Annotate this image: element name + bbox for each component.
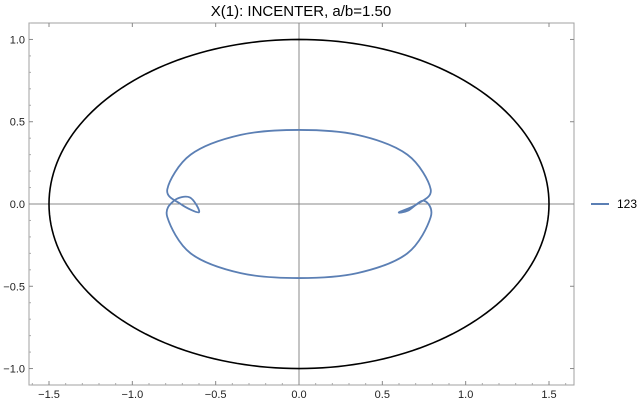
axes <box>29 23 574 385</box>
x-tick-label: 1.5 <box>541 389 556 401</box>
legend-label: 123 <box>617 197 637 211</box>
ticks: −1.5 −1.0 −0.5 0.0 0.5 1.0 1.5 −1.0 −0.5 0.0 0.5 1.… <box>3 22 574 401</box>
y-tick-label: −0.5 <box>3 281 25 293</box>
series-123-curve <box>165 129 433 279</box>
x-tick-label: 0.5 <box>375 389 390 401</box>
y-tick-label: 0.0 <box>10 199 25 211</box>
legend: 123 <box>591 197 637 211</box>
y-tick-label: 0.5 <box>10 117 25 129</box>
x-tick-label: −1.0 <box>121 389 143 401</box>
x-tick-label: −1.5 <box>38 389 60 401</box>
series-layer <box>48 38 550 370</box>
chart-title: X(1): INCENTER, a/b=1.50 <box>211 3 391 20</box>
x-tick-label: −0.5 <box>205 389 227 401</box>
series-ellipse <box>48 38 550 370</box>
y-tick-label: −1.0 <box>3 364 25 376</box>
x-tick-label: 1.0 <box>458 389 473 401</box>
x-tick-label: 0.0 <box>291 389 306 401</box>
y-tick-label: 1.0 <box>10 34 25 46</box>
